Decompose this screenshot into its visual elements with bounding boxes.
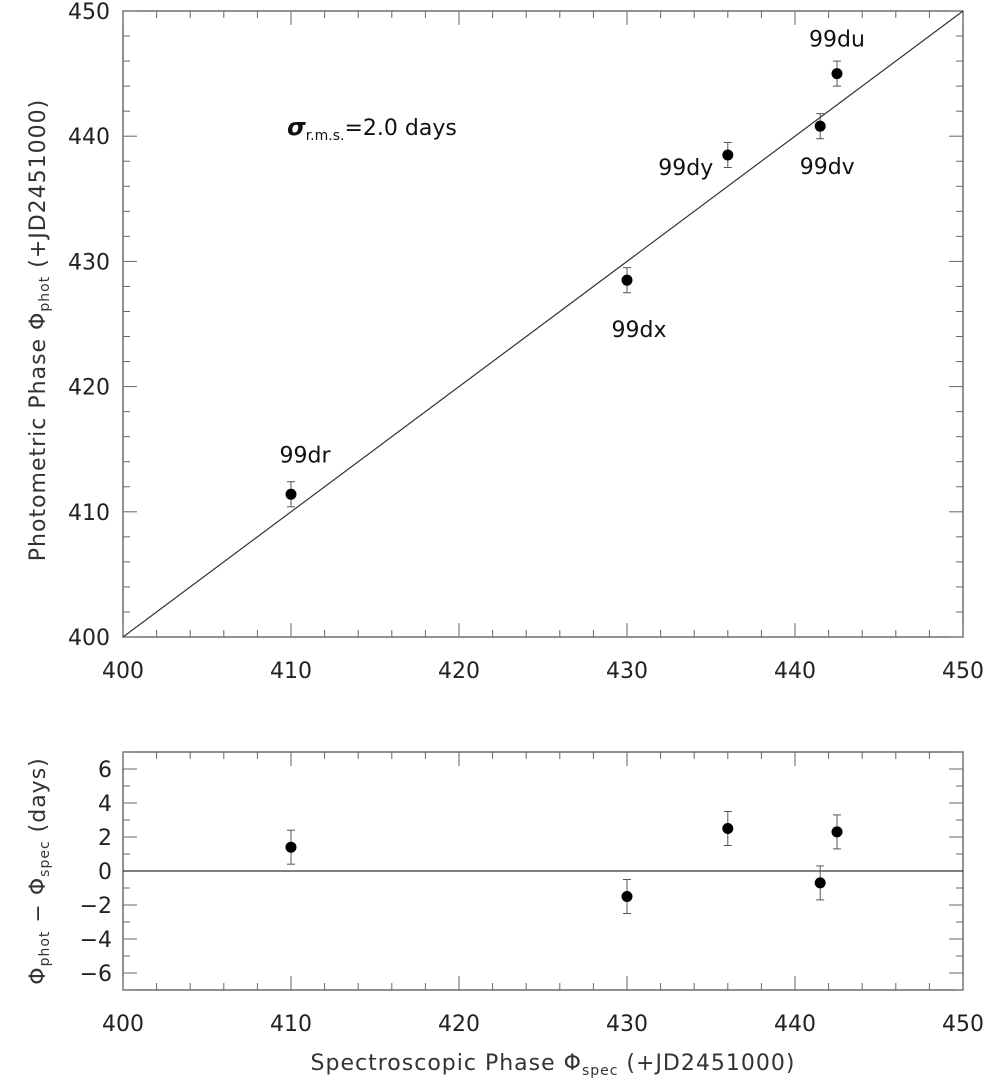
bottom-x-label-main: Spectroscopic Phase Φ	[311, 1051, 582, 1076]
sigma-value: =2.0 days	[344, 116, 456, 141]
one-to-one-line	[122, 10, 964, 638]
bottom-y-label-sub-b: spec	[37, 840, 53, 877]
x-tick-label: 430	[606, 1012, 648, 1037]
data-point	[831, 68, 843, 80]
y-tick-label: 430	[68, 250, 110, 275]
x-tick-label: 410	[270, 659, 312, 684]
bottom-y-axis-label: Φphot − Φspec (days)	[26, 757, 53, 985]
y-tick-label: 400	[68, 626, 110, 651]
y-tick-label: 420	[68, 376, 110, 401]
point-label-99dr: 99dr	[279, 443, 331, 468]
top-plot-frame	[122, 10, 964, 638]
sigma-subscript: r.m.s.	[306, 128, 345, 144]
y-tick-label: 4	[98, 792, 112, 817]
bottom-x-label-suffix: (+JD2451000)	[618, 1051, 795, 1076]
bottom-y-label-suffix: (days)	[26, 757, 51, 840]
bottom-x-tick-labels: 400 410 420 430 440 450	[102, 1012, 984, 1037]
y-tick-label: 440	[68, 125, 110, 150]
bottom-y-label-phi-a: Φ	[26, 966, 51, 984]
top-x-tick-labels: 400 410 420 430 440 450	[102, 659, 984, 684]
point-label-99dy: 99dy	[658, 156, 713, 181]
bottom-ticks	[122, 751, 964, 991]
y-tick-label: −6	[80, 962, 112, 987]
x-tick-label: 400	[102, 659, 144, 684]
x-tick-label: 420	[438, 1012, 480, 1037]
data-point	[285, 488, 297, 500]
data-point	[285, 841, 297, 853]
x-tick-label: 420	[438, 659, 480, 684]
y-tick-label: 6	[98, 758, 112, 783]
bottom-x-axis-label: Spectroscopic Phase Φspec (+JD2451000)	[311, 1051, 796, 1079]
bottom-panel: 400 410 420 430 440 450 −6 −4 −2 0 2 4 6 Spectrosco…	[26, 751, 984, 1079]
data-point	[621, 274, 633, 286]
point-label-99dv: 99dv	[800, 155, 855, 180]
x-tick-label: 450	[942, 659, 984, 684]
top-points: 99dr 99dx 99dy 99dv 99du	[279, 28, 865, 508]
top-y-label-main: Photometric Phase Φ	[26, 312, 51, 562]
data-point	[722, 823, 734, 834]
data-point	[814, 877, 826, 889]
top-y-label-sub: phot	[37, 276, 53, 312]
top-reference-line	[122, 10, 964, 638]
x-tick-label: 430	[606, 659, 648, 684]
y-tick-label: −2	[80, 894, 112, 919]
y-tick-label: 2	[98, 826, 112, 851]
bottom-points	[285, 811, 843, 914]
sigma-symbol: σ	[287, 113, 306, 141]
data-point	[814, 120, 826, 132]
bottom-y-label-mid: − Φ	[26, 877, 51, 931]
data-point	[621, 891, 633, 902]
bottom-y-label-sub-a: phot	[37, 931, 53, 967]
y-tick-label: −4	[80, 928, 112, 953]
top-y-label-suffix: (+JD2451000)	[26, 99, 51, 276]
x-tick-label: 450	[942, 1012, 984, 1037]
x-tick-label: 440	[774, 659, 816, 684]
x-tick-label: 440	[774, 1012, 816, 1037]
top-y-axis-label: Photometric Phase Φphot (+JD2451000)	[26, 99, 53, 561]
data-point	[831, 826, 843, 838]
bottom-y-tick-labels: −6 −4 −2 0 2 4 6	[80, 758, 112, 987]
top-y-tick-labels: 400 410 420 430 440 450	[68, 0, 110, 651]
x-tick-label: 410	[270, 1012, 312, 1037]
y-tick-label: 410	[68, 501, 110, 526]
point-label-99du: 99du	[809, 28, 865, 53]
x-tick-label: 400	[102, 1012, 144, 1037]
bottom-x-label-sub: spec	[582, 1063, 619, 1079]
y-tick-label: 450	[68, 0, 110, 25]
sigma-annotation: σr.m.s.=2.0 days	[287, 113, 457, 144]
data-point	[722, 149, 734, 161]
y-tick-label: 0	[98, 860, 112, 885]
top-ticks	[122, 10, 964, 638]
point-label-99dx: 99dx	[612, 318, 667, 343]
